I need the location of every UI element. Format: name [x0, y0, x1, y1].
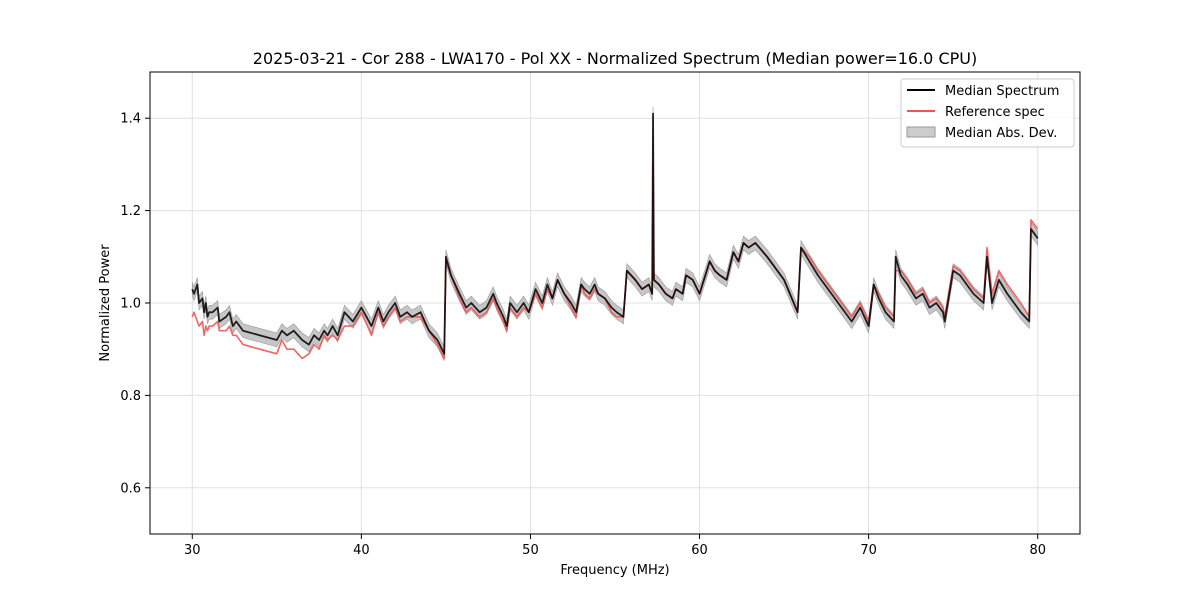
- legend-median-label: Median Spectrum: [945, 84, 1059, 99]
- y-tick-label: 0.6: [120, 481, 141, 496]
- chart-title: 2025-03-21 - Cor 288 - LWA170 - Pol XX -…: [253, 49, 977, 68]
- y-axis-ticks: 0.6 0.8 1.0 1.2 1.4: [120, 112, 150, 496]
- legend: Median Spectrum Reference spec Median Ab…: [900, 78, 1075, 148]
- x-tick-label: 80: [1029, 543, 1046, 558]
- x-tick-label: 30: [184, 543, 201, 558]
- y-tick-label: 1.4: [120, 112, 141, 127]
- x-tick-label: 50: [522, 543, 539, 558]
- legend-box: [900, 78, 1075, 148]
- y-axis-label: Normalized Power: [98, 244, 113, 362]
- legend-mad-label: Median Abs. Dev.: [945, 126, 1057, 141]
- y-tick-label: 1.0: [120, 297, 141, 312]
- y-tick-label: 0.8: [120, 389, 141, 404]
- x-tick-label: 60: [691, 543, 708, 558]
- x-axis-ticks: 30 40 50 60 70 80: [184, 534, 1046, 558]
- y-tick-label: 1.2: [120, 204, 141, 219]
- x-axis-label: Frequency (MHz): [560, 563, 669, 578]
- series-layer: [191, 112, 1039, 360]
- legend-reference-label: Reference spec: [945, 105, 1045, 120]
- x-tick-label: 70: [860, 543, 877, 558]
- median-spectrum-line: [191, 112, 1039, 355]
- x-tick-label: 40: [353, 543, 370, 558]
- legend-mad-swatch: [906, 126, 936, 138]
